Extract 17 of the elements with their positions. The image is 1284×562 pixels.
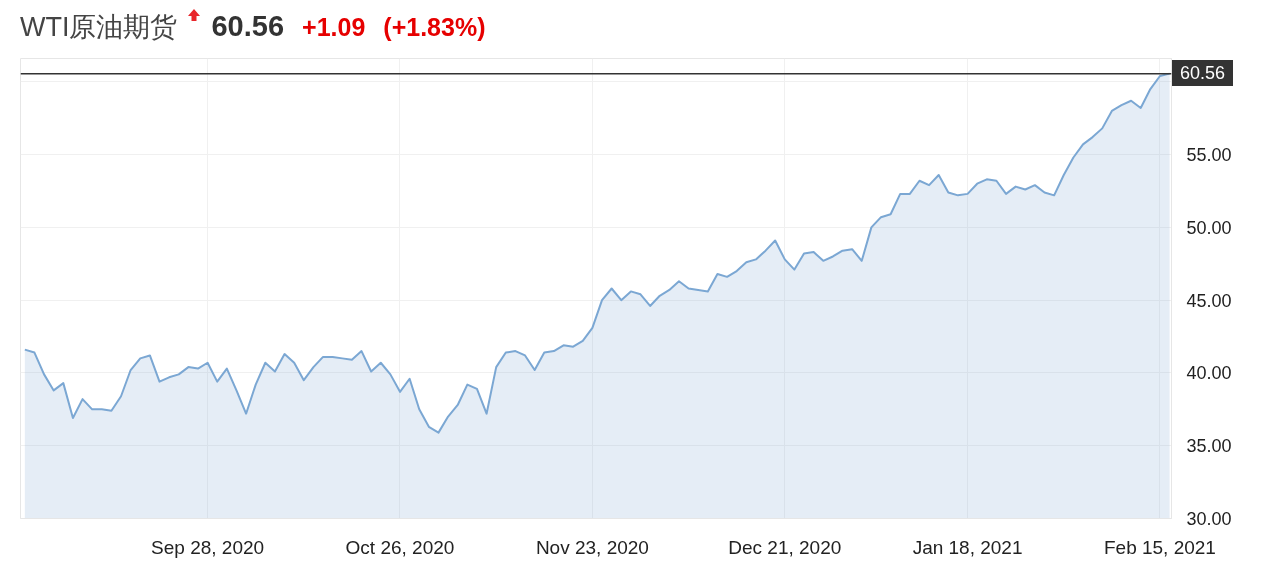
x-tick-label: Sep 28, 2020: [151, 536, 265, 558]
text: 60.56: [211, 10, 285, 42]
y-tick-label: 35.00: [1186, 436, 1232, 457]
x-tick-label: Nov 23, 2020: [535, 536, 649, 558]
x-tick-label: Feb 15, 2021: [1103, 536, 1216, 558]
x-tick-label: Jan 18, 2021: [912, 536, 1023, 558]
y-tick-label: 45.00: [1186, 290, 1232, 311]
x-tick-label: Dec 21, 2020: [728, 536, 842, 558]
y-tick-label: 55.00: [1186, 145, 1232, 166]
y-tick-label: 50.00: [1186, 217, 1232, 238]
y-tick-label: 40.00: [1186, 363, 1232, 384]
chart-title: WTI原油期货: [20, 12, 178, 42]
text: +1.09: [302, 13, 366, 41]
y-tick-label: 30.00: [1186, 509, 1232, 529]
x-tick-label: Oct 26, 2020: [345, 536, 455, 558]
ref-line-label: 60.56: [1172, 60, 1234, 87]
text: (+1.83%): [383, 13, 486, 41]
